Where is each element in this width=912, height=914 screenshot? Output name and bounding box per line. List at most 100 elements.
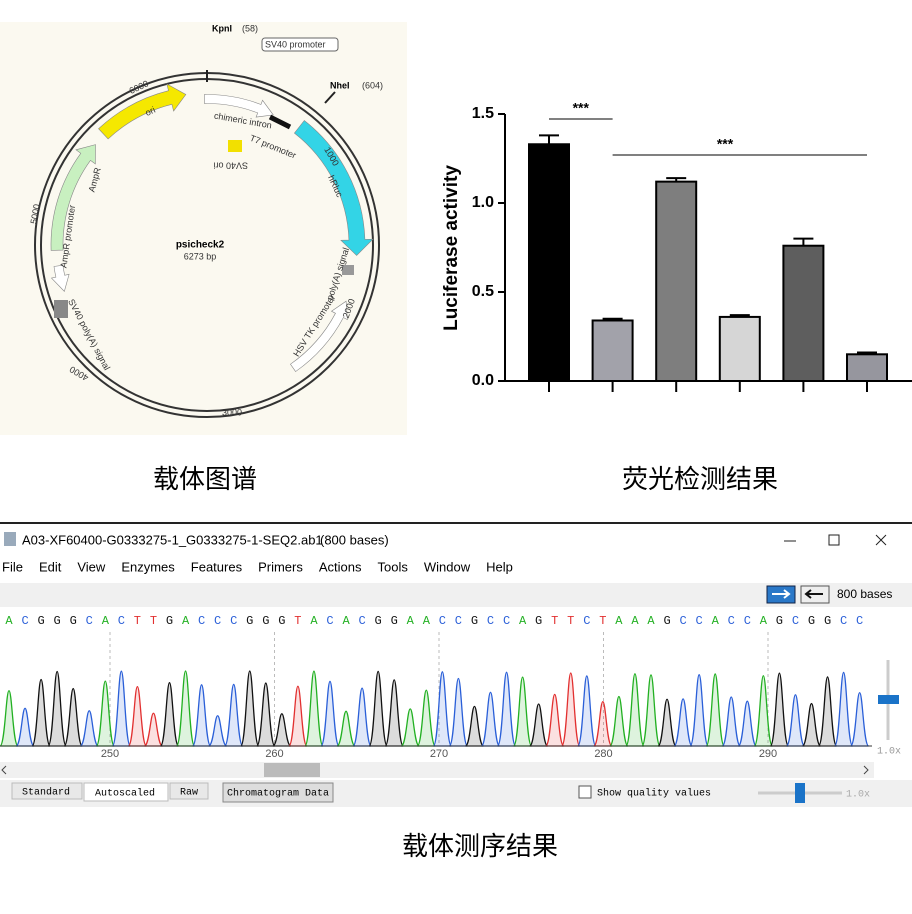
base-call: G [262, 614, 269, 628]
base-call: A [760, 614, 768, 628]
base-call: A [407, 614, 415, 628]
trace-peak [689, 674, 709, 747]
zoom-thumb[interactable] [878, 695, 899, 704]
checkbox-label[interactable]: Show quality values [597, 788, 711, 800]
tab[interactable] [83, 782, 169, 802]
polya-box [54, 300, 68, 318]
ruler-label: 290 [759, 748, 777, 760]
caption: 载体图谱 [153, 465, 257, 495]
base-call: G [37, 614, 44, 628]
zoom-label: 1.0x [877, 747, 901, 758]
trace-peak [561, 672, 581, 747]
menu-item[interactable]: File [2, 559, 23, 574]
base-call: A [615, 614, 623, 628]
base-call: C [21, 614, 28, 628]
base-call: A [647, 614, 655, 628]
base-call: T [567, 614, 574, 628]
trace-peak [400, 708, 420, 747]
trace-peak [240, 670, 260, 747]
base-call: C [487, 614, 494, 628]
trace-peak [224, 683, 244, 747]
scrollbar[interactable] [0, 762, 874, 778]
menu-item[interactable]: Features [191, 559, 243, 574]
trace-peak [625, 673, 645, 747]
base-call: C [198, 614, 205, 628]
menu-item[interactable]: Actions [319, 559, 362, 574]
site-mark [324, 91, 336, 104]
trace-peak [208, 715, 228, 747]
caption: 载体测序结果 [402, 832, 558, 862]
menu-item[interactable]: View [77, 559, 106, 574]
polya-box [342, 265, 354, 275]
base-call: T [599, 614, 606, 628]
base-call: C [679, 614, 686, 628]
base-call: G [375, 614, 382, 628]
tick-label: 5000 [28, 203, 41, 224]
base-call: A [631, 614, 639, 628]
base-call: A [423, 614, 431, 628]
trace-peak [288, 685, 308, 747]
feature-arrow [98, 83, 187, 140]
base-call: C [696, 614, 703, 628]
tick-label: 3000 [222, 407, 242, 417]
trace-peak [673, 698, 693, 747]
base-call: G [166, 614, 173, 628]
base-call: C [583, 614, 590, 628]
base-call: G [70, 614, 77, 628]
trace-peak [512, 676, 533, 747]
menu-item[interactable]: Edit [39, 559, 62, 574]
map-background [0, 22, 407, 435]
site-name: KpnI [212, 23, 232, 33]
bar [591, 319, 634, 383]
base-call: A [182, 614, 190, 628]
menu-item[interactable]: Primers [258, 559, 303, 574]
tab[interactable] [11, 782, 83, 800]
menu-item[interactable]: Help [486, 559, 513, 574]
tab[interactable] [169, 782, 209, 800]
base-call: G [824, 614, 831, 628]
scroll-thumb[interactable] [264, 763, 320, 777]
tab-label[interactable]: Raw [180, 788, 198, 799]
intron-mark [268, 114, 292, 130]
close[interactable] [875, 534, 887, 546]
menu-item[interactable]: Tools [378, 559, 409, 574]
base-call: T [551, 614, 558, 628]
trace-peak [657, 698, 677, 747]
trace-peak [416, 689, 436, 747]
data-button[interactable] [222, 782, 334, 803]
base-call: G [246, 614, 253, 628]
base-call: A [342, 614, 350, 628]
arrow [804, 589, 823, 599]
base-call: C [856, 614, 863, 628]
tab-label[interactable]: Standard [22, 787, 70, 799]
trace-peak [496, 671, 517, 747]
trace-peak [272, 713, 292, 747]
menu-item[interactable]: Window [424, 559, 471, 574]
trace-peak [641, 674, 661, 747]
menu-item[interactable]: Enzymes [121, 559, 175, 574]
trace-peak [464, 705, 485, 747]
ruler-label: 260 [265, 748, 283, 760]
base-call: C [503, 614, 510, 628]
base-count: 800 bases [837, 587, 892, 601]
maximize[interactable] [828, 534, 840, 546]
site-pos: (58) [242, 23, 258, 33]
window [0, 526, 912, 808]
trace-peak [63, 687, 83, 747]
trace-peak [753, 675, 773, 747]
trace-peak [801, 702, 822, 747]
trace-peak [817, 676, 838, 747]
site-pos: (604) [362, 80, 383, 90]
base-call: T [134, 614, 141, 628]
trace-peak [175, 670, 196, 747]
trace-peak [111, 670, 131, 747]
trace-peak [320, 680, 340, 747]
trace-peak [705, 673, 725, 747]
checkbox[interactable] [578, 785, 592, 799]
base-call: C [840, 614, 847, 628]
site-name: NheI [330, 80, 350, 90]
tab-label[interactable]: Autoscaled [95, 788, 155, 800]
button-label[interactable]: Chromatogram Data [227, 788, 329, 800]
slider-thumb[interactable] [795, 783, 805, 803]
bar [782, 244, 825, 382]
